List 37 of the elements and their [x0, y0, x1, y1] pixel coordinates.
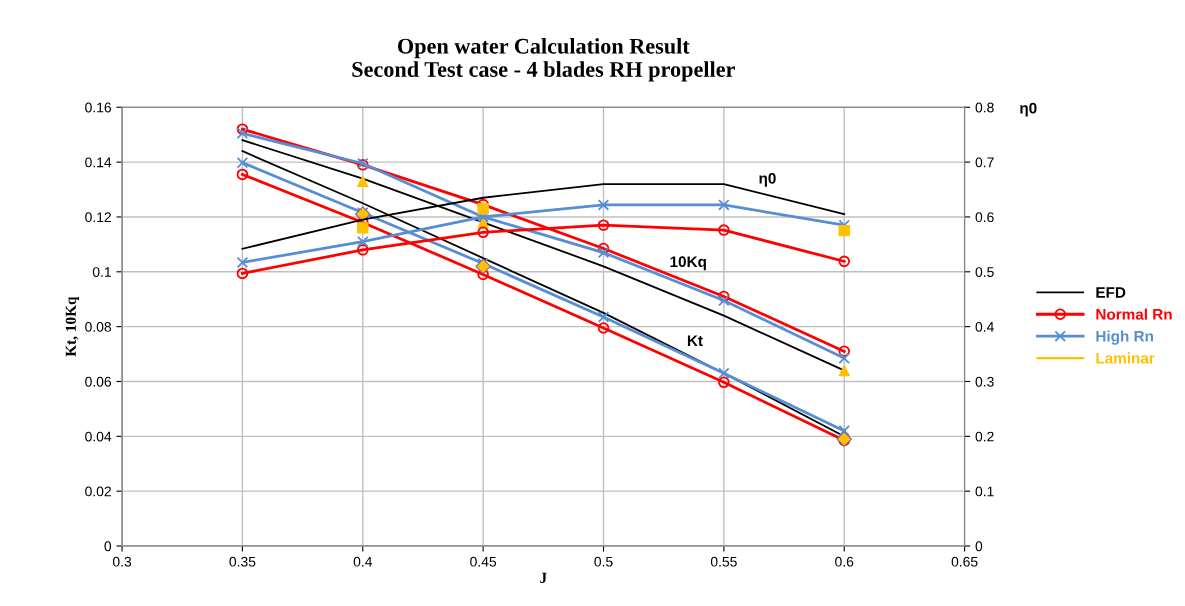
y2-tick-label: 0.8	[975, 102, 994, 113]
y2-axis-title: η0	[1020, 102, 1037, 117]
y-axis-title: Kt, 10Kq	[65, 296, 80, 357]
annotation: 10Kq	[670, 256, 706, 271]
x-tick-label: 0.6	[835, 556, 854, 567]
y2-tick-label: 0.4	[975, 321, 994, 332]
x-tick-label: 0.65	[951, 556, 978, 567]
y2-tick-label: 0.6	[975, 212, 994, 223]
y-tick-label: 0.1	[92, 267, 111, 277]
y-tick-label: 0.06	[85, 376, 112, 387]
y-tick-label: 0	[104, 541, 112, 552]
y-tick-label: 0.14	[85, 157, 112, 168]
y-tick-label: 0.08	[85, 321, 112, 332]
y2-tick-label: 0.7	[975, 157, 994, 168]
legend-label: EFD	[1096, 287, 1126, 298]
x-tick-label: 0.55	[710, 556, 737, 567]
annotation: η0	[759, 172, 776, 187]
legend-label: Normal Rn	[1096, 308, 1172, 320]
y-tick-label: 0.04	[85, 431, 112, 442]
annotation: Kt	[687, 335, 703, 347]
legend-label: Laminar	[1096, 352, 1155, 364]
y2-tick-label: 0.2	[975, 431, 994, 442]
chart-title: Open water Calculation Result Second Test case - 4 blades RH propeller	[352, 38, 735, 82]
y2-tick-label: 0	[975, 541, 983, 552]
y2-tick-label: 0.3	[975, 376, 994, 387]
y2-tick-label: 0.1	[975, 486, 994, 497]
legend-label: High Rn	[1096, 330, 1153, 345]
y-tick-label: 0.16	[85, 102, 112, 113]
y2-tick-label: 0.5	[975, 267, 994, 277]
y-tick-label: 0.12	[85, 212, 111, 223]
x-tick-label: 0.5	[594, 556, 613, 567]
x-tick-label: 0.45	[470, 556, 497, 567]
x-tick-label: 0.3	[112, 556, 132, 567]
x-tick-label: 0.4	[353, 556, 373, 567]
y-tick-label: 0.02	[85, 486, 111, 497]
x-axis-title: J	[540, 572, 547, 583]
x-tick-label: 0.35	[229, 556, 256, 567]
